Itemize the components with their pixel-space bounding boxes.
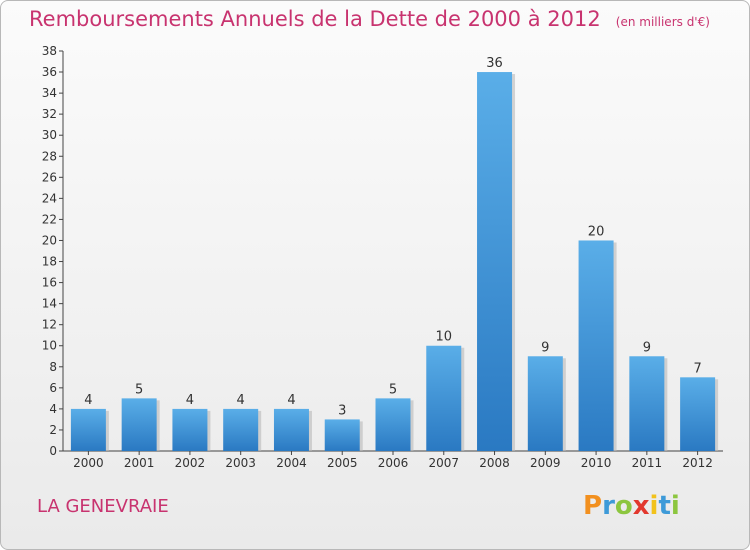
y-tick-label: 36 <box>42 65 57 79</box>
x-tick-label: 2002 <box>175 456 206 470</box>
bar <box>629 356 665 451</box>
x-tick-label: 2001 <box>124 456 155 470</box>
y-tick-label: 20 <box>42 233 57 247</box>
bar <box>172 408 208 451</box>
y-tick-label: 16 <box>42 276 57 290</box>
x-tick-label: 2010 <box>581 456 612 470</box>
y-tick-label: 14 <box>42 297 57 311</box>
brand-letter: o <box>614 491 633 521</box>
y-tick-label: 4 <box>49 402 57 416</box>
y-tick-label: 24 <box>42 191 57 205</box>
data-label: 9 <box>643 340 651 355</box>
bar <box>375 398 411 451</box>
y-tick-label: 38 <box>42 44 57 58</box>
x-tick-label: 2012 <box>682 456 713 470</box>
place-name: LA GENEVRAIE <box>37 496 169 517</box>
x-tick-label: 2011 <box>632 456 663 470</box>
bar <box>324 419 360 451</box>
y-tick-label: 26 <box>42 170 57 184</box>
bar <box>121 398 157 451</box>
data-label: 4 <box>186 393 194 408</box>
x-tick-label: 2007 <box>428 456 459 470</box>
y-tick-label: 18 <box>42 255 57 269</box>
proxiti-logo: Proxiti <box>583 491 680 521</box>
bar <box>477 72 513 451</box>
bar <box>527 356 563 451</box>
y-tick-label: 12 <box>42 318 57 332</box>
data-label: 9 <box>541 340 549 355</box>
x-tick-label: 2005 <box>327 456 358 470</box>
data-label: 3 <box>338 403 346 418</box>
y-tick-label: 32 <box>42 107 57 121</box>
brand-letter: P <box>583 491 603 521</box>
y-tick-label: 10 <box>42 339 57 353</box>
y-tick-label: 8 <box>49 360 57 374</box>
y-tick-label: 28 <box>42 149 57 163</box>
y-tick-label: 34 <box>42 86 57 100</box>
data-label: 4 <box>84 393 92 408</box>
bar <box>578 240 614 451</box>
y-tick-label: 30 <box>42 128 57 142</box>
data-label: 5 <box>135 382 143 397</box>
brand-letter: i <box>649 491 659 521</box>
bar <box>70 408 106 451</box>
data-label: 5 <box>389 382 397 397</box>
brand-letter: i <box>670 491 680 521</box>
data-label: 10 <box>435 330 452 345</box>
y-tick-label: 2 <box>49 423 57 437</box>
brand-letter: t <box>658 491 671 521</box>
data-label: 7 <box>693 361 701 376</box>
x-tick-label: 2004 <box>276 456 307 470</box>
data-label: 4 <box>287 393 295 408</box>
bar <box>680 377 716 451</box>
x-tick-label: 2009 <box>530 456 561 470</box>
chart-subtitle: (en milliers d'€) <box>615 15 710 29</box>
bar <box>273 408 309 451</box>
bar <box>223 408 259 451</box>
x-tick-label: 2006 <box>378 456 409 470</box>
y-tick-label: 22 <box>42 212 57 226</box>
chart-title: Remboursements Annuels de la Dette de 20… <box>29 7 601 31</box>
y-tick-label: 0 <box>49 444 57 458</box>
x-tick-label: 2008 <box>479 456 510 470</box>
data-label: 20 <box>588 224 605 239</box>
data-label: 36 <box>486 56 503 71</box>
brand-letter: r <box>602 491 615 521</box>
x-tick-label: 2000 <box>73 456 104 470</box>
x-tick-label: 2003 <box>225 456 256 470</box>
brand-letter: x <box>632 491 650 521</box>
bar <box>426 345 462 451</box>
data-label: 4 <box>237 393 245 408</box>
title-line: Remboursements Annuels de la Dette de 20… <box>29 7 710 31</box>
y-tick-label: 6 <box>49 381 57 395</box>
